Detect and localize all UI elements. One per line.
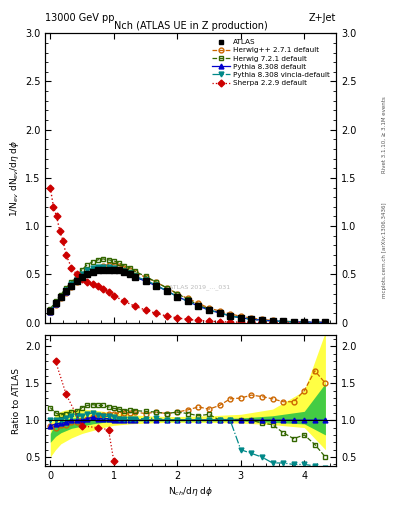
- Text: Z+Jet: Z+Jet: [309, 13, 336, 23]
- Text: ATLAS 2019_..._031: ATLAS 2019_..._031: [169, 284, 230, 289]
- Y-axis label: 1/N$_{ev}$ dN$_{ev}$/d$\eta$ d$\phi$: 1/N$_{ev}$ dN$_{ev}$/d$\eta$ d$\phi$: [8, 139, 21, 217]
- Text: Rivet 3.1.10, ≥ 3.1M events: Rivet 3.1.10, ≥ 3.1M events: [382, 96, 387, 173]
- Y-axis label: Ratio to ATLAS: Ratio to ATLAS: [12, 368, 21, 434]
- X-axis label: N$_{ch}$/d$\eta$ d$\phi$: N$_{ch}$/d$\eta$ d$\phi$: [168, 485, 213, 498]
- Legend: ATLAS, Herwig++ 2.7.1 default, Herwig 7.2.1 default, Pythia 8.308 default, Pythi: ATLAS, Herwig++ 2.7.1 default, Herwig 7.…: [209, 37, 332, 89]
- Text: 13000 GeV pp: 13000 GeV pp: [45, 13, 115, 23]
- Title: Nch (ATLAS UE in Z production): Nch (ATLAS UE in Z production): [114, 21, 268, 31]
- Text: mcplots.cern.ch [arXiv:1306.3436]: mcplots.cern.ch [arXiv:1306.3436]: [382, 202, 387, 298]
